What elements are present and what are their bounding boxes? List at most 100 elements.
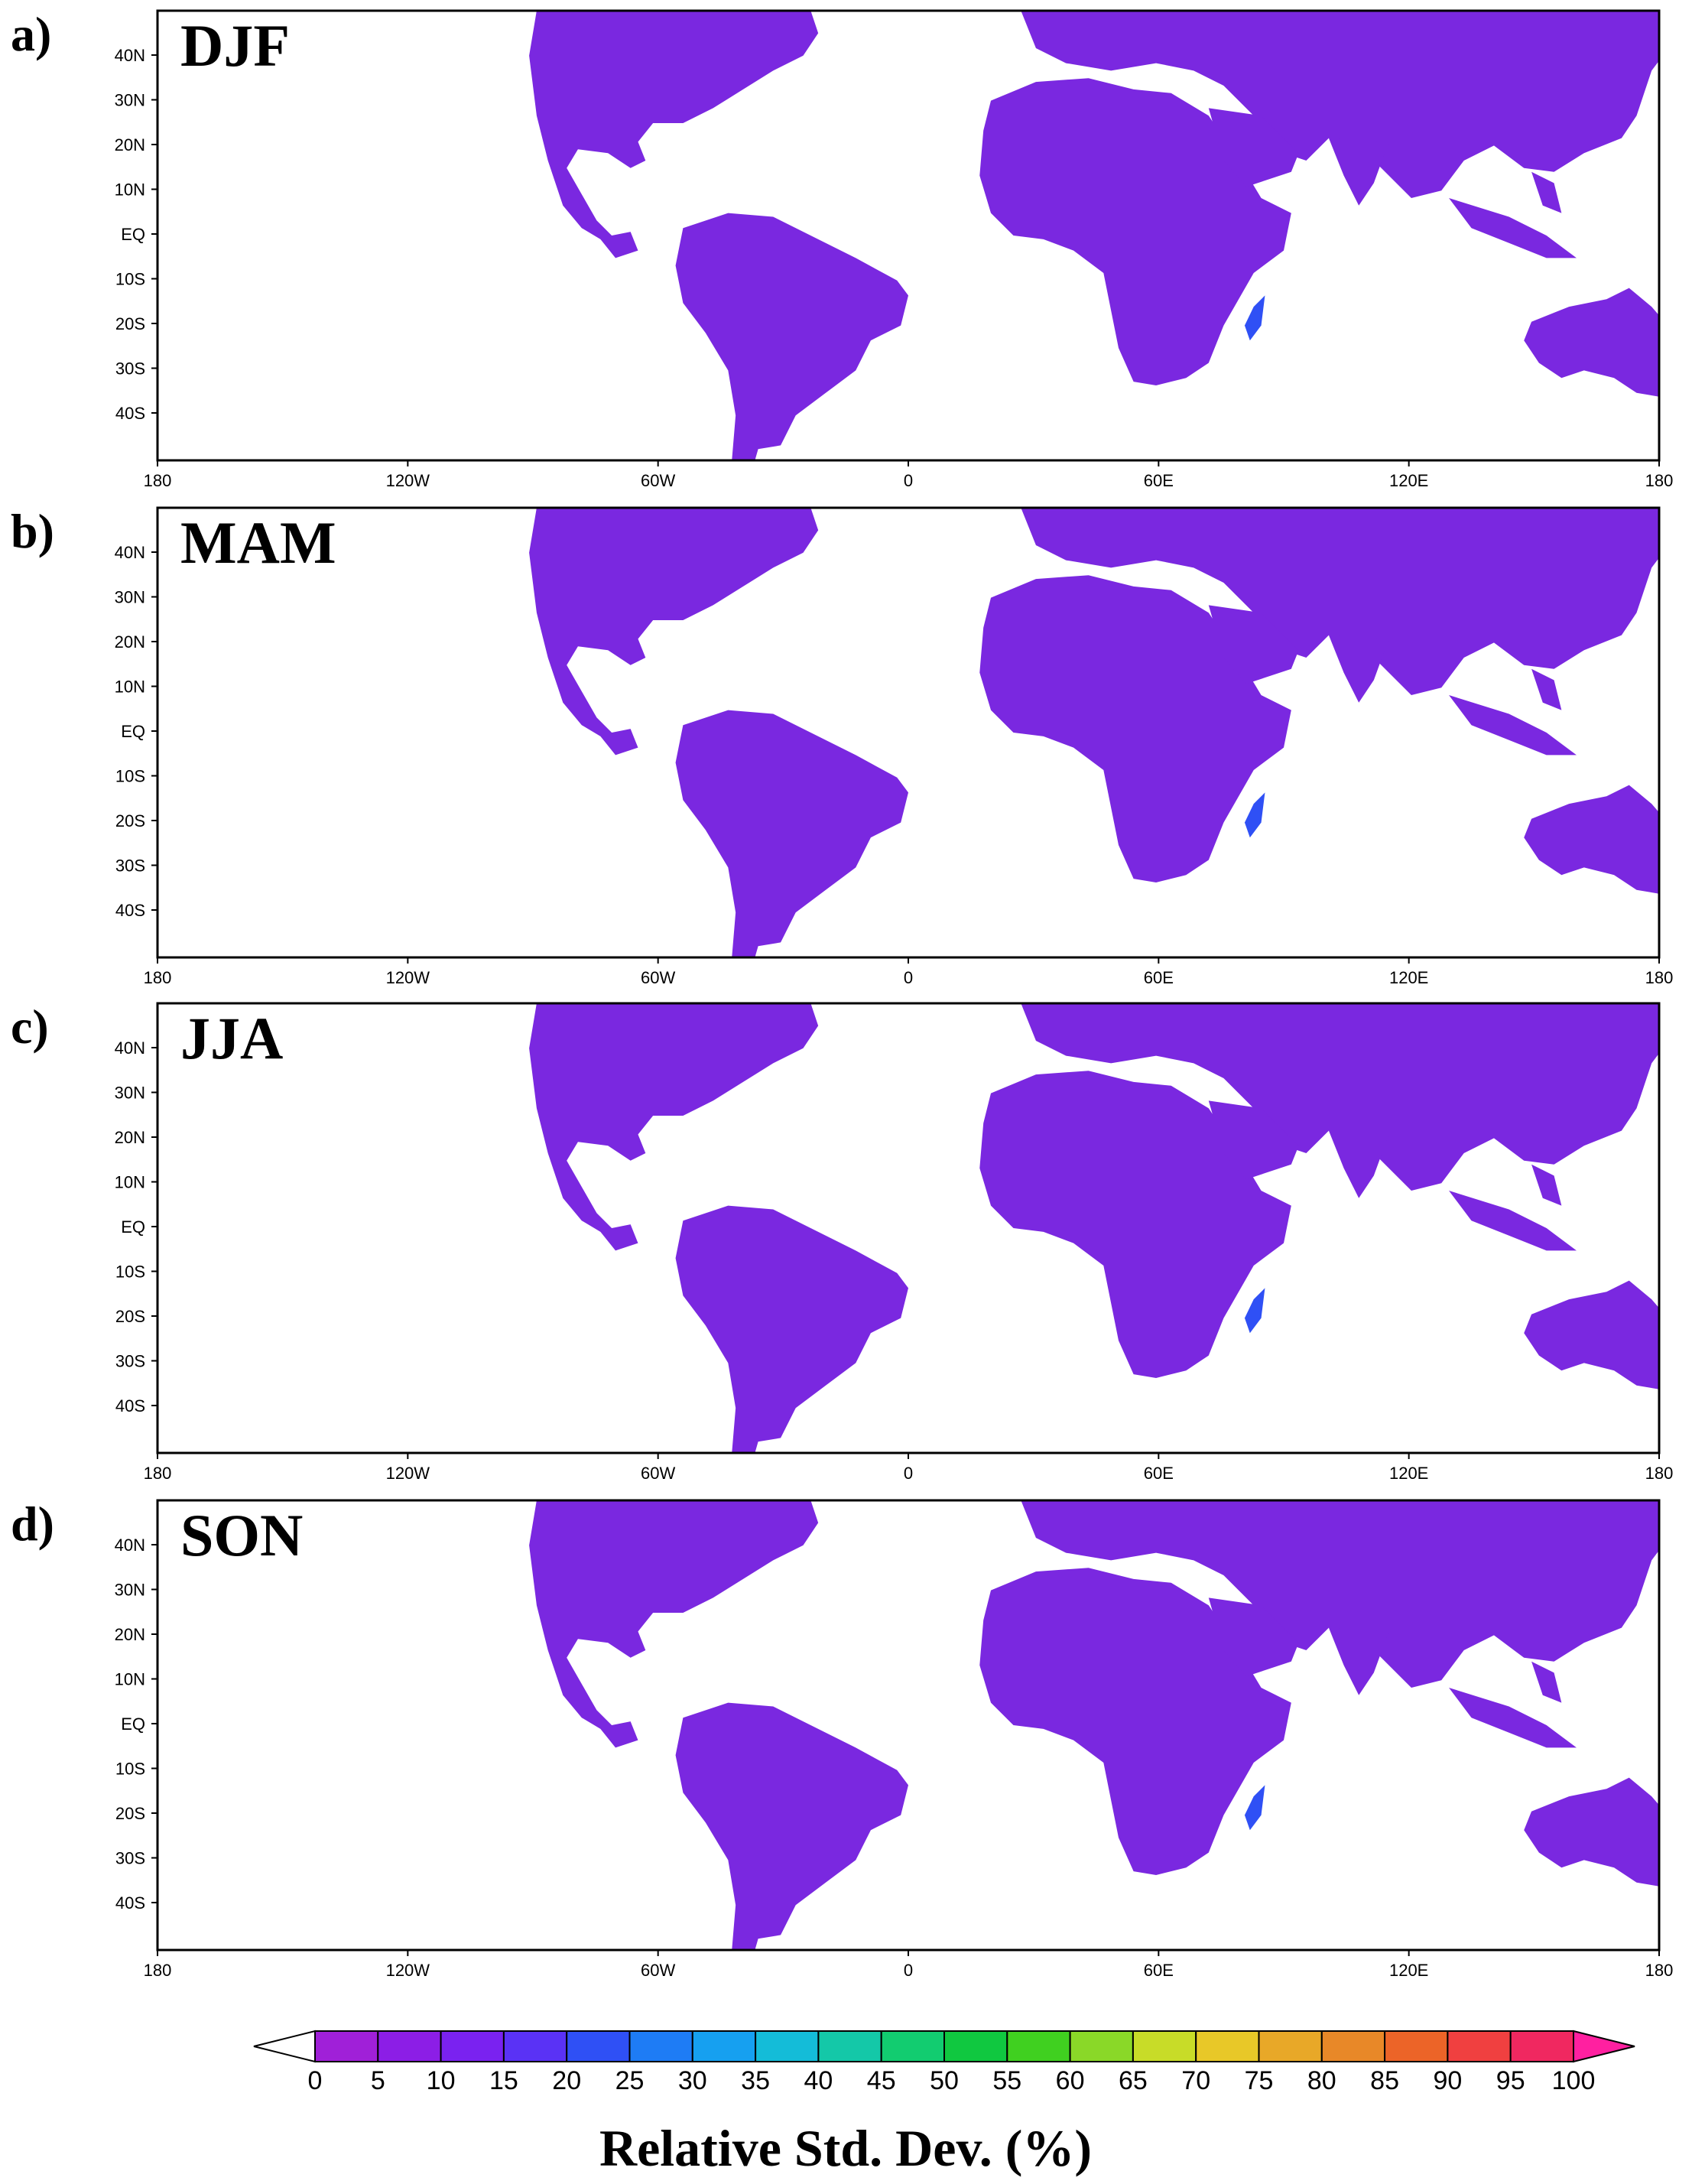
panel-letter: d)	[11, 1497, 54, 1551]
lat-tick-label: 20N	[115, 1128, 145, 1147]
season-label: JJA	[180, 1005, 283, 1071]
lat-tick-label: 40N	[115, 46, 145, 65]
season-label: DJF	[180, 12, 290, 79]
lon-tick-label: 120E	[1389, 471, 1428, 490]
lat-tick-label: 40N	[115, 543, 145, 562]
lon-tick-label: 60W	[641, 968, 675, 987]
lat-tick-label: EQ	[121, 225, 145, 244]
map-area	[158, 11, 1659, 460]
lat-tick-label: EQ	[121, 1714, 145, 1734]
lat-tick-label: 10S	[115, 270, 145, 289]
colorbar-swatch	[691, 2030, 757, 2062]
map-area	[158, 508, 1659, 957]
lon-tick-label: 0	[904, 1961, 913, 1980]
lon-tick-label: 60W	[641, 471, 675, 490]
lat-tick-label: 10S	[115, 1263, 145, 1282]
colorbar-swatch	[314, 2030, 379, 2062]
lon-tick-label: 120W	[386, 471, 430, 490]
lat-tick-label: 40S	[115, 404, 145, 423]
colorbar: Relative Std. Dev. (%) 0 5 10 15 20 25 30 35 40 4…	[253, 2030, 1635, 2177]
lat-tick-label: 40S	[115, 901, 145, 920]
colorbar-tick-label: 50	[930, 2066, 959, 2095]
colorbar-swatch	[1195, 2030, 1260, 2062]
lat-tick-label: 40S	[115, 1396, 145, 1415]
colorbar-tick-label: 10	[427, 2066, 456, 2095]
lon-tick-label: 180	[144, 471, 172, 490]
colorbar-swatch	[1132, 2030, 1197, 2062]
lat-tick-label: 20S	[115, 1804, 145, 1823]
colorbar-tick-label: 55	[992, 2066, 1021, 2095]
colorbar-under-arrow	[253, 2030, 316, 2063]
lat-tick-label: 30N	[115, 1084, 145, 1103]
colorbar-over-arrow	[1573, 2030, 1635, 2063]
lat-tick-label: 10S	[115, 767, 145, 786]
lat-tick-label: 20S	[115, 1307, 145, 1326]
map-panel-mam: b) MAM 40N 30N 20N 10N EQ 10S 20S 30S 40S 180 120W 60…	[11, 504, 1674, 987]
lat-tick-label: 40N	[115, 1536, 145, 1555]
season-label: MAM	[180, 509, 336, 576]
colorbar-swatch	[1258, 2030, 1323, 2062]
lat-tick-label: EQ	[121, 722, 145, 741]
colorbar-tick-label: 40	[804, 2066, 833, 2095]
lat-tick-label: 20N	[115, 632, 145, 652]
colorbar-tick-label: 95	[1496, 2066, 1525, 2095]
lon-tick-label: 0	[904, 1464, 913, 1483]
colorbar-swatch	[440, 2030, 505, 2062]
colorbar-tick-label: 15	[489, 2066, 518, 2095]
colorbar-swatch	[1509, 2030, 1574, 2062]
lat-tick-label: 30S	[115, 1849, 145, 1868]
lon-tick-label: 180	[1645, 1961, 1674, 1980]
lon-tick-label: 180	[1645, 968, 1674, 987]
colorbar-swatch	[502, 2030, 568, 2062]
lon-tick-label: 180	[1645, 1464, 1674, 1483]
lat-tick-label: 30N	[115, 588, 145, 607]
colorbar-title: Relative Std. Dev. (%)	[599, 2119, 1092, 2177]
colorbar-tick-label: 60	[1056, 2066, 1085, 2095]
colorbar-tick-label: 20	[552, 2066, 581, 2095]
lat-tick-label: 10S	[115, 1760, 145, 1779]
colorbar-swatch	[1447, 2030, 1512, 2062]
lat-tick-label: 30S	[115, 1352, 145, 1371]
colorbar-tick-label: 70	[1181, 2066, 1210, 2095]
colorbar-swatch	[817, 2030, 882, 2062]
lon-tick-label: 0	[904, 968, 913, 987]
colorbar-swatch	[1069, 2030, 1134, 2062]
lat-tick-label: 10N	[115, 1173, 145, 1192]
colorbar-swatch	[755, 2030, 820, 2062]
colorbar-swatch	[1006, 2030, 1071, 2062]
lat-tick-label: 20N	[115, 1625, 145, 1644]
lon-tick-label: 120E	[1389, 1464, 1428, 1483]
lat-tick-label: 30N	[115, 1581, 145, 1600]
map-panel-djf: a) DJF 40N 30N 20N 10N EQ 10S 20S 30S 40S 180 120W 60…	[11, 7, 1674, 490]
colorbar-tick-label: 0	[308, 2066, 323, 2095]
lat-tick-label: EQ	[121, 1217, 145, 1237]
lon-tick-label: 180	[1645, 471, 1674, 490]
panel-letter: a)	[11, 7, 51, 61]
map-panel-son: d) SON 40N 30N 20N 10N EQ 10S 20S 30S 40S 180 120W 60…	[11, 1497, 1674, 1980]
lon-tick-label: 60E	[1144, 1464, 1174, 1483]
map-area	[158, 1003, 1659, 1453]
lon-tick-label: 180	[144, 968, 172, 987]
map-area	[158, 1500, 1659, 1950]
lon-tick-label: 120W	[386, 1464, 430, 1483]
colorbar-tick-label: 25	[615, 2066, 645, 2095]
lat-tick-label: 10N	[115, 1670, 145, 1689]
colorbar-tick-label: 75	[1245, 2066, 1274, 2095]
map-panel-jja: c) JJA 40N 30N 20N 10N EQ 10S 20S 30S 40S 180 120W 60…	[11, 999, 1674, 1483]
lon-tick-label: 120E	[1389, 968, 1428, 987]
lon-tick-label: 60E	[1144, 968, 1174, 987]
season-label: SON	[180, 1502, 303, 1568]
lon-tick-label: 60E	[1144, 1961, 1174, 1980]
colorbar-swatch	[628, 2030, 693, 2062]
lon-tick-label: 60E	[1144, 471, 1174, 490]
lat-tick-label: 30N	[115, 91, 145, 110]
colorbar-tick-label: 30	[678, 2066, 707, 2095]
lat-tick-label: 30S	[115, 359, 145, 379]
colorbar-tick-label: 5	[371, 2066, 385, 2095]
colorbar-tick-label: 35	[741, 2066, 770, 2095]
lon-tick-label: 120E	[1389, 1961, 1428, 1980]
lon-tick-label: 60W	[641, 1961, 675, 1980]
colorbar-tick-label: 100	[1552, 2066, 1596, 2095]
lon-tick-label: 180	[144, 1961, 172, 1980]
